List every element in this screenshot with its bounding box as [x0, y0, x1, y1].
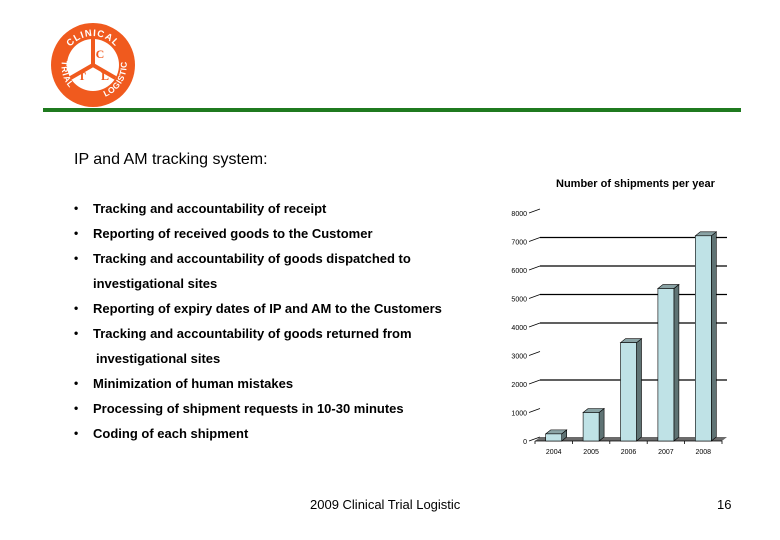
bullet-text-continuation: investigational sites	[96, 351, 221, 366]
tick-mark	[528, 351, 541, 356]
tick-mark	[528, 265, 541, 271]
slide-title: IP and AM tracking system:	[74, 151, 268, 168]
tick-mark	[528, 379, 541, 385]
bullet-icon: •	[74, 226, 79, 240]
tick-mark	[528, 208, 541, 214]
bullet-icon: •	[74, 426, 79, 440]
x-tick-label: 2004	[546, 449, 562, 456]
bar-side	[598, 407, 605, 442]
footer-text: 2009 Clinical Trial Logistic	[310, 497, 461, 512]
bullet-icon: •	[74, 376, 79, 390]
bullet-text: Coding of each shipment	[93, 426, 249, 441]
bar-2004	[545, 433, 563, 442]
tick-mark	[528, 237, 541, 242]
x-tick-label: 2006	[621, 449, 637, 456]
y-tick-label: 8000	[511, 211, 527, 218]
bar-side	[636, 338, 642, 442]
y-tick-label: 3000	[511, 354, 527, 361]
x-tick-label: 2007	[658, 449, 674, 456]
bullet-text: Tracking and accountability of receipt	[93, 201, 327, 216]
bullet-text: Processing of shipment requests in 10-30…	[93, 401, 404, 416]
y-tick-label: 6000	[511, 268, 527, 275]
svg-text:T: T	[78, 69, 86, 83]
bullet-text: Tracking and accountability of goods dis…	[93, 251, 411, 266]
tick-mark	[528, 408, 541, 413]
clinical-trial-logistic-logo: CLINICAL TRIAL LOGISTIC C T L	[51, 23, 135, 107]
bar-2006	[620, 342, 637, 442]
bullet-item: • Processing of shipment requests in 10-3…	[74, 396, 442, 421]
x-tick-label: 2005	[583, 449, 599, 456]
bullet-text-continuation: investigational sites	[93, 276, 218, 291]
chart-title: Number of shipments per year	[556, 178, 715, 190]
page-number: 16	[717, 497, 732, 512]
tick-mark	[528, 436, 541, 442]
svg-text:C: C	[96, 47, 105, 61]
shipments-bar-chart: 0 1000 2000 3000 4000 5000 6000 7000 8000 2004 200…	[511, 208, 727, 456]
bar-side	[711, 231, 717, 442]
y-tick-label: 1000	[511, 411, 527, 418]
bullet-icon: •	[74, 201, 79, 215]
bullet-list: • Tracking and accountability of receipt •…	[74, 196, 442, 446]
tick-mark	[528, 294, 541, 299]
bullet-icon: •	[74, 401, 79, 415]
bar-2007	[657, 288, 675, 442]
bullet-icon: •	[74, 326, 79, 340]
x-tick-label: 2008	[696, 449, 712, 456]
bar-2005	[582, 412, 600, 442]
bullet-icon: •	[74, 251, 79, 265]
bullet-item: • Coding of each shipment	[74, 421, 442, 446]
bullet-text: Reporting of received goods to the Custo…	[93, 226, 373, 241]
bullet-text: Minimization of human mistakes	[93, 376, 294, 391]
bullet-item: • Reporting of received goods to the Cust…	[74, 221, 442, 246]
bar-2008	[695, 235, 712, 442]
bullet-item: • Tracking and accountability of receipt	[74, 196, 442, 221]
green-divider	[43, 108, 741, 112]
bullet-item: • Reporting of expiry dates of IP and AM …	[74, 296, 442, 321]
y-tick-label: 2000	[511, 382, 527, 389]
y-tick-label: 4000	[511, 325, 527, 332]
y-tick-label: 0	[523, 439, 527, 446]
svg-text:L: L	[101, 69, 109, 83]
bar-side	[673, 283, 680, 442]
tick-mark	[528, 322, 541, 328]
bullet-item: • Minimization of human mistakes	[74, 371, 442, 396]
bullet-text: Tracking and accountability of goods ret…	[93, 326, 412, 341]
y-tick-label: 7000	[511, 240, 527, 247]
bullet-icon: •	[74, 301, 79, 315]
bullet-item: • Tracking and accountability of goods di…	[74, 246, 442, 296]
bullet-text: Reporting of expiry dates of IP and AM t…	[93, 301, 442, 316]
bullet-item: • Tracking and accountability of goods re…	[74, 321, 442, 371]
y-tick-label: 5000	[511, 297, 527, 304]
